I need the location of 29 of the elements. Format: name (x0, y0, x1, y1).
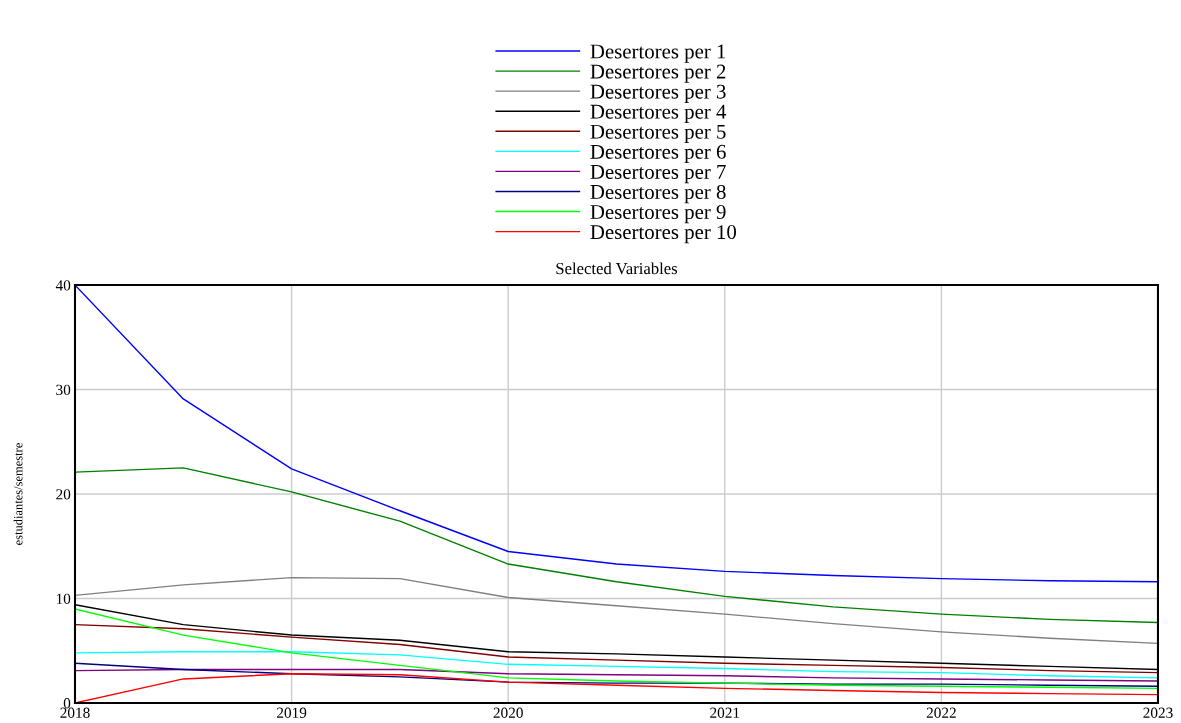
x-tick-label: 2023 (1143, 707, 1173, 718)
legend-label: Desertores per 10 (590, 225, 737, 244)
legend-label: Desertores per 4 (590, 104, 727, 123)
y-tick-label: 40 (55, 280, 71, 291)
chart-title: Selected Variables (556, 262, 678, 275)
line-series (74, 651, 1158, 679)
line-series (74, 576, 1158, 645)
legend-label: Desertores per 1 (590, 44, 726, 63)
y-tick-label: 0 (63, 698, 71, 709)
legend-label: Desertores per 8 (590, 184, 726, 204)
y-tick-label: 10 (56, 593, 71, 604)
legend-label: Desertores per 5 (590, 124, 726, 144)
y-tick-label: 30 (56, 384, 71, 395)
legend-label: Desertores per 9 (590, 205, 726, 224)
line-series (74, 668, 1158, 682)
y-axis-title: estudiantes/semestre (13, 443, 23, 545)
line-series (74, 467, 1158, 624)
legend-label: Desertores per 2 (590, 64, 726, 83)
line-series (74, 623, 1158, 674)
legend-label: Desertores per 7 (590, 165, 726, 184)
x-tick-label: 2021 (710, 707, 740, 718)
x-tick-label: 2018 (60, 707, 90, 718)
x-tick-label: 2019 (276, 707, 307, 718)
y-tick-label: 20 (56, 489, 71, 500)
legend-label: Desertores per 3 (590, 84, 726, 103)
x-tick-label: 2020 (493, 707, 523, 718)
x-tick-label: 2022 (926, 707, 956, 718)
legend-label: Desertores per 6 (590, 144, 726, 164)
line-series (74, 608, 1158, 690)
